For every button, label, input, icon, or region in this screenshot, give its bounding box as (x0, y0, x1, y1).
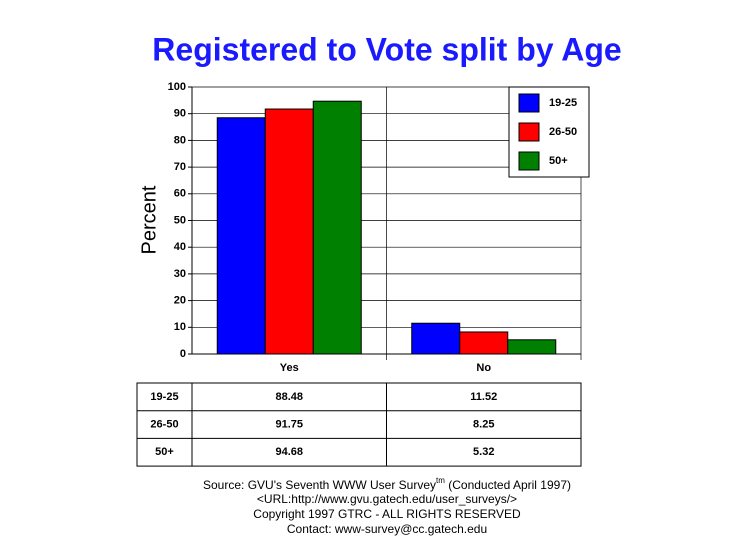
y-tick-label: 90 (174, 108, 186, 120)
y-tick-label: 30 (174, 268, 186, 280)
y-tick-label: 20 (174, 295, 186, 307)
table-cell: 8.25 (473, 418, 494, 430)
legend-label: 26-50 (549, 126, 577, 138)
chart-title: Registered to Vote split by Age (152, 31, 621, 67)
y-tick-label: 70 (174, 161, 186, 173)
legend-label: 50+ (549, 155, 568, 167)
y-tick-label: 100 (168, 81, 186, 93)
source-suffix: (Conducted April 1997) (445, 478, 571, 492)
table-row-label: 26-50 (150, 418, 178, 430)
table-row-label: 50+ (155, 446, 174, 458)
y-tick-label: 60 (174, 188, 186, 200)
source-line: <URL:http://www.gvu.gatech.edu/user_surv… (257, 492, 517, 506)
table-cell: 94.68 (275, 446, 303, 458)
bar (507, 339, 557, 355)
table-cell: 91.75 (275, 418, 303, 430)
y-tick-label: 0 (180, 348, 186, 360)
table-cell: 5.32 (473, 446, 494, 458)
x-tick-label: Yes (280, 362, 299, 374)
x-tick-label: No (476, 362, 491, 374)
bar (216, 117, 266, 355)
table-row-label: 19-25 (150, 391, 178, 403)
table-border (136, 382, 582, 467)
legend-label: 19-25 (549, 97, 577, 109)
source-prefix: Source: GVU's Seventh WWW User Survey (203, 478, 436, 492)
y-tick-label: 10 (174, 321, 186, 333)
y-tick-label: 50 (174, 214, 186, 226)
y-tick-label: 40 (174, 241, 186, 253)
table-cell: 88.48 (275, 391, 303, 403)
y-axis-label: Percent (138, 185, 160, 254)
legend-swatch (518, 122, 540, 142)
bar (411, 322, 461, 355)
source-superscript: tm (436, 476, 445, 485)
table-cell: 11.52 (470, 391, 497, 403)
source-line: Source: GVU's Seventh WWW User Surveytm … (203, 476, 571, 492)
bar (264, 108, 314, 355)
bar (459, 331, 509, 355)
legend-swatch (518, 151, 540, 171)
source-line: Contact: www-survey@cc.gatech.edu (287, 522, 487, 536)
y-tick-label: 80 (174, 134, 186, 146)
bar (312, 100, 362, 355)
legend-swatch (518, 93, 540, 113)
source-line: Copyright 1997 GTRC - ALL RIGHTS RESERVE… (253, 507, 521, 521)
